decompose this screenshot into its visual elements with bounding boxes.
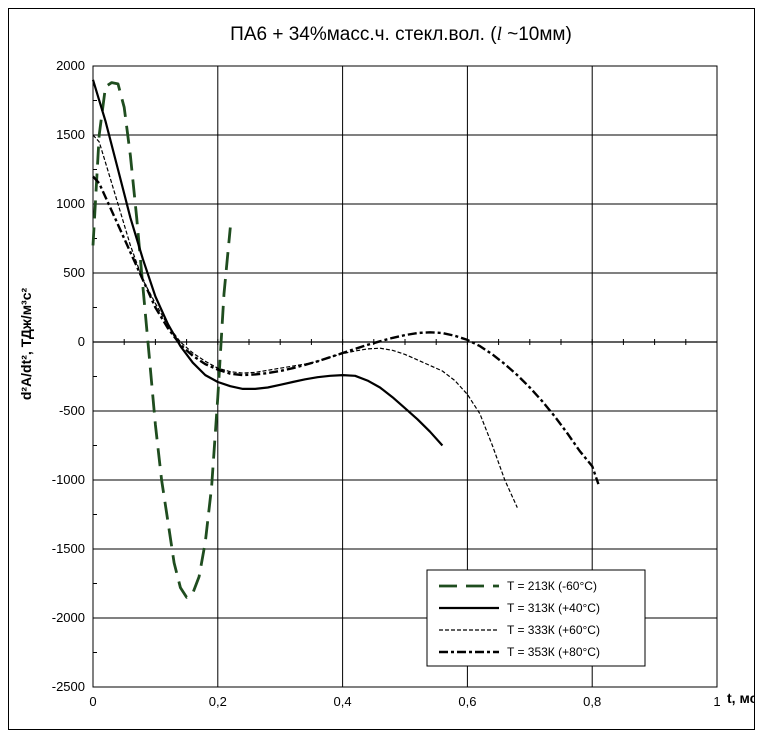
axes — [92, 65, 718, 688]
y-tick-label: -1000 — [52, 472, 85, 487]
series-line-1 — [91, 81, 232, 599]
x-tick-label: 0,6 — [458, 694, 476, 709]
series-line-4 — [92, 175, 600, 485]
series-line-3 — [92, 134, 518, 508]
chart-title: ПА6 + 34%масс.ч. стекл.вол. (l ~10мм) — [230, 24, 572, 45]
x-axis-label: t, мс — [727, 690, 754, 706]
legend-label: T = 353К (+80°С) — [507, 645, 600, 659]
legend-box — [426, 569, 646, 667]
legend-label: T = 313К (+40°С) — [507, 601, 600, 615]
legend: T = 213К (-60°С) T = 313К (+40°С) T = 333К… — [426, 569, 646, 667]
legend-label: T = 333К (+60°С) — [507, 623, 600, 637]
series-line-2 — [91, 79, 444, 447]
y-tick-label: 0 — [78, 334, 85, 349]
legend-label: T = 213К (-60°С) — [507, 579, 597, 593]
y-tick-label: 1500 — [56, 127, 85, 142]
series-lines — [91, 79, 600, 599]
tick-labels: 2000 1500 1000 500 0 -500 -1000 -1500 -2000 -2500… — [52, 58, 721, 709]
x-tick-label: 0,2 — [209, 694, 227, 709]
chart-title-main: ПА6 + 34%масс.ч. стекл.вол. ( — [230, 24, 497, 45]
chart-title-rest: ~10мм) — [502, 24, 572, 45]
y-tick-label: 1000 — [56, 196, 85, 211]
y-axis-label: d²A/dt², ТДж/м³с² — [18, 287, 34, 400]
y-tick-label: -2500 — [52, 679, 85, 694]
x-tick-label: 0,8 — [583, 694, 601, 709]
x-tick-label: 0 — [89, 694, 96, 709]
y-tick-label: 2000 — [56, 58, 85, 73]
y-tick-label: -500 — [59, 403, 85, 418]
chart-frame: ПА6 + 34%масс.ч. стекл.вол. (l ~10мм) 20… — [8, 8, 755, 730]
y-tick-label: 500 — [63, 265, 85, 280]
chart-title-symbol: l — [497, 24, 502, 45]
x-tick-label: 1 — [713, 694, 720, 709]
line-chart: ПА6 + 34%масс.ч. стекл.вол. (l ~10мм) 20… — [18, 24, 754, 709]
y-tick-label: -1500 — [52, 541, 85, 556]
y-tick-label: -2000 — [52, 610, 85, 625]
x-tick-label: 0,4 — [334, 694, 352, 709]
